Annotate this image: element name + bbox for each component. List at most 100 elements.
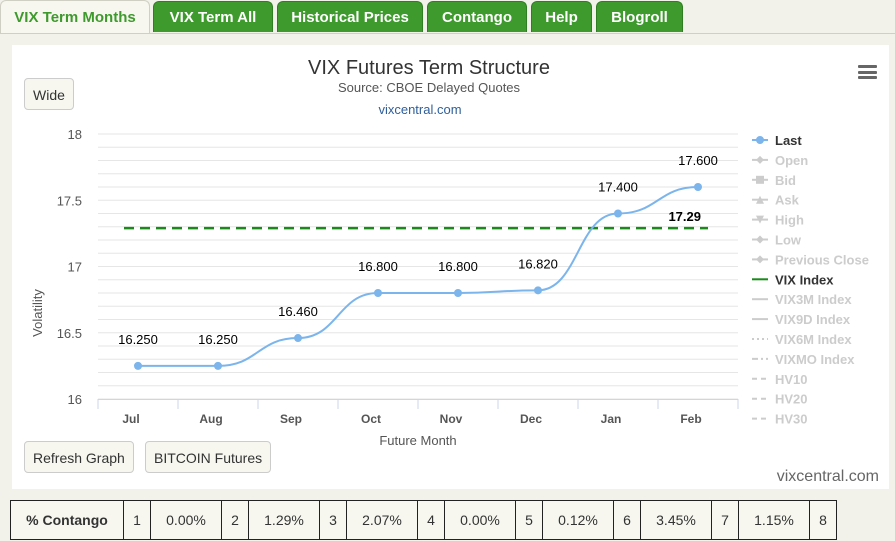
y-axis-title: Volatility: [30, 289, 45, 337]
legend-marker: [756, 235, 764, 244]
legend-marker: [756, 175, 764, 184]
legend-item[interactable]: HV30: [752, 412, 808, 427]
contango-value: 2.07%: [346, 500, 418, 540]
tab-vix-term-months[interactable]: VIX Term Months: [0, 0, 150, 34]
contango-month-number: 8: [809, 500, 837, 540]
y-tick-label: 18: [68, 127, 82, 142]
legend-item[interactable]: VIX6M Index: [752, 332, 852, 347]
x-tick-label: Feb: [680, 412, 701, 426]
legend-item[interactable]: High: [752, 213, 804, 228]
data-label: 16.460: [278, 304, 318, 319]
data-label: 16.800: [438, 259, 478, 274]
contango-month-number: 7: [711, 500, 739, 540]
legend-label: HV30: [775, 412, 808, 427]
data-point[interactable]: [214, 361, 222, 370]
contango-value: 3.45%: [640, 500, 712, 540]
legend-label: VIX3M Index: [775, 292, 852, 307]
legend-marker: [756, 255, 764, 264]
data-label: 16.820: [518, 256, 558, 271]
x-tick-label: Nov: [440, 412, 463, 426]
contango-value: 0.12%: [542, 500, 614, 540]
x-axis-title: Future Month: [379, 433, 456, 445]
legend-label: High: [775, 213, 804, 228]
vix-index-label: 17.29: [668, 209, 701, 224]
hamburger-menu-icon[interactable]: [858, 65, 877, 79]
legend-item[interactable]: Previous Close: [752, 252, 869, 267]
chart-credit-link[interactable]: vixcentral.com: [378, 102, 461, 117]
legend-item[interactable]: Ask: [752, 193, 800, 208]
data-label: 16.250: [118, 332, 158, 347]
contango-value: 0.00%: [150, 500, 222, 540]
chart-legend: Last Open Bid Ask High Low Previous Close VIX I…: [752, 133, 869, 427]
bitcoin-futures-button[interactable]: BITCOIN Futures: [145, 441, 272, 473]
tab-vix-term-all[interactable]: VIX Term All: [153, 1, 273, 32]
legend-item[interactable]: VIX9D Index: [752, 312, 851, 327]
tab-contango[interactable]: Contango: [427, 1, 527, 32]
data-label: 16.250: [198, 332, 238, 347]
legend-marker: [756, 195, 764, 204]
x-tick-label: Aug: [199, 412, 222, 426]
contango-month-number: 1: [123, 500, 151, 540]
chart-panel: Wide VIX Futures Term Structure Source: …: [12, 45, 889, 489]
legend-item[interactable]: HV20: [752, 392, 808, 407]
series-layer: 17.29 16.250 16.250 16.460 16.800 16.800 16.82…: [118, 153, 718, 370]
y-tick-label: 17.5: [57, 193, 82, 208]
data-point[interactable]: [374, 289, 382, 297]
tab-blogroll[interactable]: Blogroll: [596, 1, 683, 32]
legend-label: HV10: [775, 372, 808, 387]
contango-row: % Contango 1 0.00% 2 1.29% 3 2.07% 4 0.00% 5 0.12…: [10, 500, 837, 540]
grid-lines: [97, 133, 739, 409]
legend-marker: [756, 136, 764, 144]
legend-item[interactable]: HV10: [752, 372, 808, 387]
data-label: 16.800: [358, 259, 398, 274]
data-point[interactable]: [294, 334, 302, 343]
data-point[interactable]: [134, 361, 142, 370]
contango-header: % Contango: [10, 500, 124, 540]
legend-label: HV20: [775, 392, 808, 407]
legend-item[interactable]: Last: [752, 133, 802, 148]
data-point[interactable]: [454, 289, 462, 297]
legend-item[interactable]: Low: [752, 233, 802, 248]
legend-item[interactable]: Bid: [752, 173, 796, 188]
tab-help[interactable]: Help: [531, 1, 592, 32]
watermark-text: vixcentral.com: [776, 468, 879, 485]
contango-value: 1.29%: [248, 500, 320, 540]
y-tick-label: 16: [68, 392, 82, 407]
legend-label: Low: [775, 233, 802, 248]
legend-label: Open: [775, 153, 808, 168]
data-point[interactable]: [694, 183, 702, 191]
legend-label: VIXMO Index: [775, 352, 855, 367]
contango-month-number: 4: [417, 500, 445, 540]
nav-tabs: VIX Term Months VIX Term All Historical …: [0, 0, 895, 34]
chart-svg: VIX Futures Term Structure Source: CBOE …: [30, 57, 869, 445]
contango-month-number: 5: [515, 500, 543, 540]
tab-historical-prices[interactable]: Historical Prices: [277, 1, 423, 32]
last-series-line: [138, 186, 699, 367]
legend-label: VIX Index: [775, 272, 834, 287]
chart-title: VIX Futures Term Structure: [308, 57, 550, 79]
x-tick-labels: Jul Aug Sep Oct Nov Dec Jan Feb: [122, 412, 701, 426]
legend-item[interactable]: VIX Index: [752, 272, 834, 287]
contango-month-number: 2: [221, 500, 249, 540]
legend-label: Previous Close: [775, 252, 869, 267]
legend-marker: [756, 155, 764, 164]
legend-item[interactable]: VIX3M Index: [752, 292, 852, 307]
data-point[interactable]: [614, 209, 622, 218]
y-tick-label: 17: [68, 260, 82, 275]
wide-button[interactable]: Wide: [24, 78, 74, 110]
legend-label: VIX6M Index: [775, 332, 852, 347]
legend-item[interactable]: VIXMO Index: [752, 352, 855, 367]
contango-value: 0.00%: [444, 500, 516, 540]
x-tick-label: Jul: [122, 412, 139, 426]
chart-subtitle: Source: CBOE Delayed Quotes: [338, 80, 521, 95]
legend-label: Bid: [775, 173, 796, 188]
y-tick-labels: 16 16.5 17 17.5 18: [57, 127, 82, 407]
x-tick-label: Oct: [361, 412, 381, 426]
contango-value: 1.15%: [738, 500, 810, 540]
legend-item[interactable]: Open: [752, 153, 808, 168]
refresh-graph-button[interactable]: Refresh Graph: [24, 441, 134, 473]
legend-label: Last: [775, 133, 802, 148]
y-tick-label: 16.5: [57, 326, 82, 341]
contango-table: % Contango 1 0.00% 2 1.29% 3 2.07% 4 0.00% 5 0.12…: [10, 500, 889, 541]
data-point[interactable]: [534, 286, 542, 295]
